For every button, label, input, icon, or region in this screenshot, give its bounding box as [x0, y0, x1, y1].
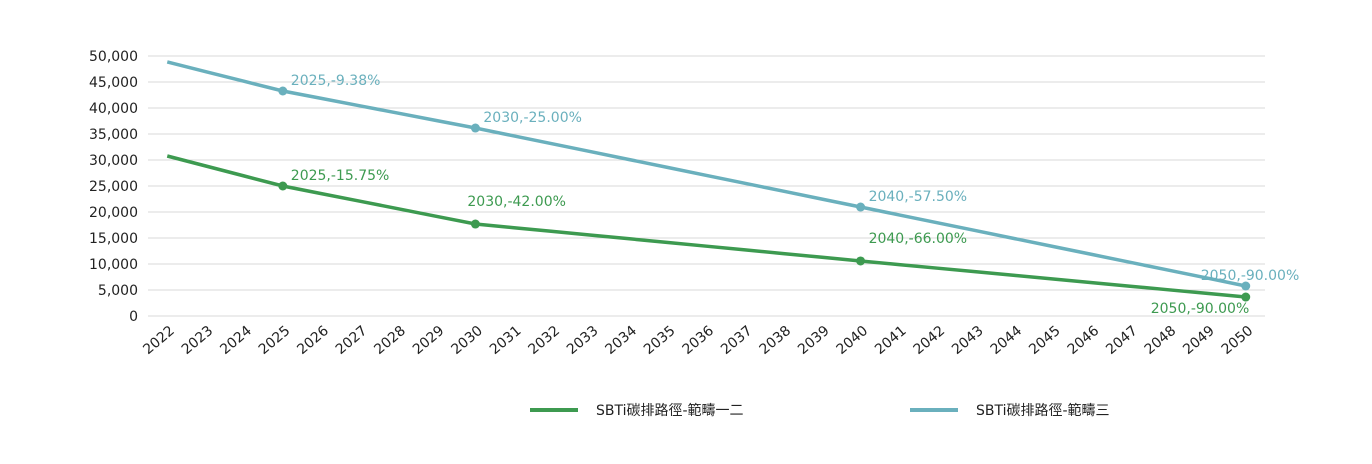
y-tick-label: 35,000	[89, 127, 138, 143]
x-tick-label: 2034	[602, 323, 640, 358]
legend-label: SBTi碳排路徑-範疇三	[976, 402, 1110, 419]
y-tick-label: 50,000	[89, 49, 138, 65]
point-label: 2050,-90.00%	[1151, 301, 1250, 317]
x-tick-label: 2027	[333, 323, 371, 358]
point-label: 2025,-9.38%	[291, 73, 381, 89]
data-point	[470, 123, 480, 133]
y-tick-label: 40,000	[89, 101, 138, 117]
x-tick-label: 2029	[410, 323, 448, 358]
y-tick-label: 10,000	[89, 257, 138, 273]
x-tick-label: 2030	[448, 323, 486, 358]
x-tick-label: 2023	[179, 323, 217, 358]
y-tick-label: 20,000	[89, 205, 138, 221]
point-label: 2025,-15.75%	[291, 168, 390, 184]
x-tick-label: 2038	[757, 323, 795, 358]
x-tick-label: 2048	[1142, 323, 1180, 358]
x-tick-label: 2022	[140, 323, 178, 358]
x-tick-label: 2046	[1065, 323, 1103, 358]
x-tick-label: 2033	[564, 323, 602, 358]
y-tick-label: 45,000	[89, 75, 138, 91]
data-point	[1241, 281, 1251, 291]
x-tick-label: 2024	[217, 323, 255, 358]
data-point	[278, 86, 288, 96]
x-tick-label: 2037	[718, 323, 756, 358]
y-tick-label: 25,000	[89, 179, 138, 195]
x-tick-label: 2050	[1219, 323, 1257, 358]
y-tick-label: 0	[129, 309, 138, 325]
x-tick-label: 2043	[949, 323, 987, 358]
x-tick-label: 2025	[256, 323, 294, 358]
y-tick-label: 15,000	[89, 231, 138, 247]
legend-label: SBTi碳排路徑-範疇一二	[596, 402, 744, 419]
series-line	[166, 154, 1246, 299]
x-tick-label: 2045	[1026, 323, 1064, 358]
x-tick-label: 2042	[911, 323, 949, 358]
point-label: 2050,-90.00%	[1201, 268, 1300, 284]
x-tick-label: 2044	[988, 323, 1026, 358]
data-point	[1241, 292, 1251, 302]
x-tick-label: 2040	[834, 323, 872, 358]
point-label: 2030,-25.00%	[483, 110, 582, 126]
series-line	[166, 60, 1247, 288]
x-tick-label: 2028	[371, 323, 409, 358]
y-tick-label: 30,000	[89, 153, 138, 169]
x-tick-label: 2026	[294, 323, 332, 358]
x-tick-label: 2035	[641, 323, 679, 358]
data-point	[856, 202, 866, 212]
point-label: 2040,-66.00%	[869, 231, 968, 247]
y-tick-label: 5,000	[98, 283, 138, 299]
x-tick-label: 2047	[1103, 323, 1141, 358]
x-tick-label: 2032	[525, 323, 563, 358]
data-point	[278, 181, 288, 191]
data-point	[470, 219, 480, 229]
data-point	[856, 256, 866, 266]
x-tick-label: 2031	[487, 323, 525, 358]
point-label: 2030,-42.00%	[467, 194, 566, 210]
x-tick-label: 2049	[1180, 323, 1218, 358]
point-label: 2040,-57.50%	[869, 189, 968, 205]
x-tick-label: 2036	[679, 323, 717, 358]
x-tick-label: 2039	[795, 323, 833, 358]
x-tick-label: 2041	[872, 323, 910, 358]
